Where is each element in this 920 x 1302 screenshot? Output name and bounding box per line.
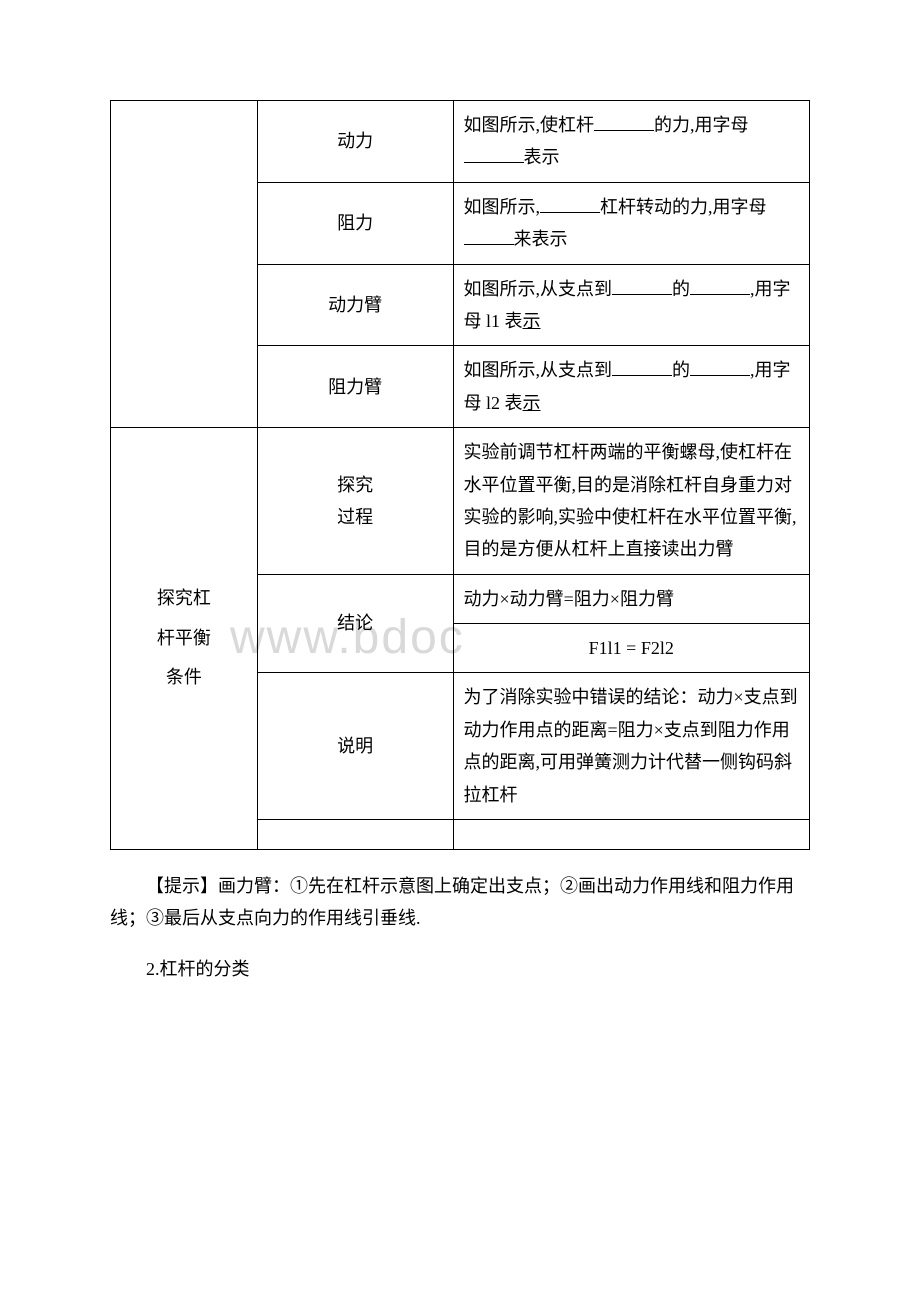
cell-content: 如图所示, 杠杆转动的力,用字母来表示 [453,182,810,264]
text-fragment: 杠杆转动的力,用字母 [600,197,767,217]
text-line: 杆平衡 [121,619,247,659]
text-line: 探究杠 [121,579,247,619]
main-table: 动力 如图所示,使杠杆 的力,用字母表示 阻力 如图所示, 杠杆转动的力,用字母来表… [110,100,810,850]
cell-empty [453,820,810,850]
cell-label: 结论 [257,574,453,673]
cell-label: 说明 [257,673,453,820]
text-line: 探究 [268,469,443,501]
text-line: 过程 [268,501,443,533]
cell-content: 动力×动力臂=阻力×阻力臂 [453,574,810,623]
fill-blank [690,358,750,376]
fill-blank [612,358,672,376]
text-fragment: 示 [523,393,541,413]
text-fragment: 实验前调节杠杆两端的平衡螺母,使杠杆在水平位置平衡,目的是消除杠杆自身重力对实验… [464,442,797,559]
text-fragment: 如图所示,从支点到 [464,279,613,299]
cell-empty [257,820,453,850]
fill-blank [464,145,524,163]
text-fragment: 表示 [524,147,560,167]
cell-label: 阻力臂 [257,346,453,428]
text-fragment: 的 [672,279,690,299]
text-fragment: 如图所示,使杠杆 [464,115,595,135]
fill-blank [690,277,750,295]
cell-formula: F1l1 = F2l2 [453,624,810,673]
fill-blank [612,277,672,295]
page-content: 动力 如图所示,使杠杆 的力,用字母表示 阻力 如图所示, 杠杆转动的力,用字母来表… [110,100,810,985]
cell-content: 如图所示,从支点到的,用字母 l2 表示 [453,346,810,428]
text-line: 条件 [121,658,247,698]
fill-blank [540,195,600,213]
cell-label: 动力臂 [257,264,453,346]
table-row: 探究杠 杆平衡 条件 探究 过程 实验前调节杠杆两端的平衡螺母,使杠杆在水平位置… [111,428,810,575]
text-fragment: 为了消除实验中错误的结论：动力×支点到动力作用点的距离=阻力×支点到阻力作用点的… [464,687,798,804]
cell-content: 如图所示,使杠杆 的力,用字母表示 [453,101,810,183]
cell-content: 如图所示,从支点到的,用字母 l1 表示 [453,264,810,346]
text-fragment: 如图所示,从支点到 [464,360,613,380]
cell-section-label: 探究杠 杆平衡 条件 [111,428,258,850]
cell-content: 为了消除实验中错误的结论：动力×支点到动力作用点的距离=阻力×支点到阻力作用点的… [453,673,810,820]
text-fragment: 动力×动力臂=阻力×阻力臂 [464,589,674,609]
cell-label: 探究 过程 [257,428,453,575]
section-heading: 2.杠杆的分类 [110,953,810,985]
text-fragment: 的力,用字母 [654,115,749,135]
cell-content: 实验前调节杠杆两端的平衡螺母,使杠杆在水平位置平衡,目的是消除杠杆自身重力对实验… [453,428,810,575]
table-row: 动力 如图所示,使杠杆 的力,用字母表示 [111,101,810,183]
cell-empty-rowspan [111,101,258,428]
text-fragment: 来表示 [514,229,568,249]
text-fragment: 的 [672,360,690,380]
tip-paragraph: 【提示】画力臂：①先在杠杆示意图上确定出支点；②画出动力作用线和阻力作用线；③最… [110,870,810,935]
text-fragment: 示 [523,311,541,331]
fill-blank [464,227,514,245]
fill-blank [594,113,654,131]
cell-label: 动力 [257,101,453,183]
text-fragment: 如图所示, [464,197,541,217]
cell-label: 阻力 [257,182,453,264]
